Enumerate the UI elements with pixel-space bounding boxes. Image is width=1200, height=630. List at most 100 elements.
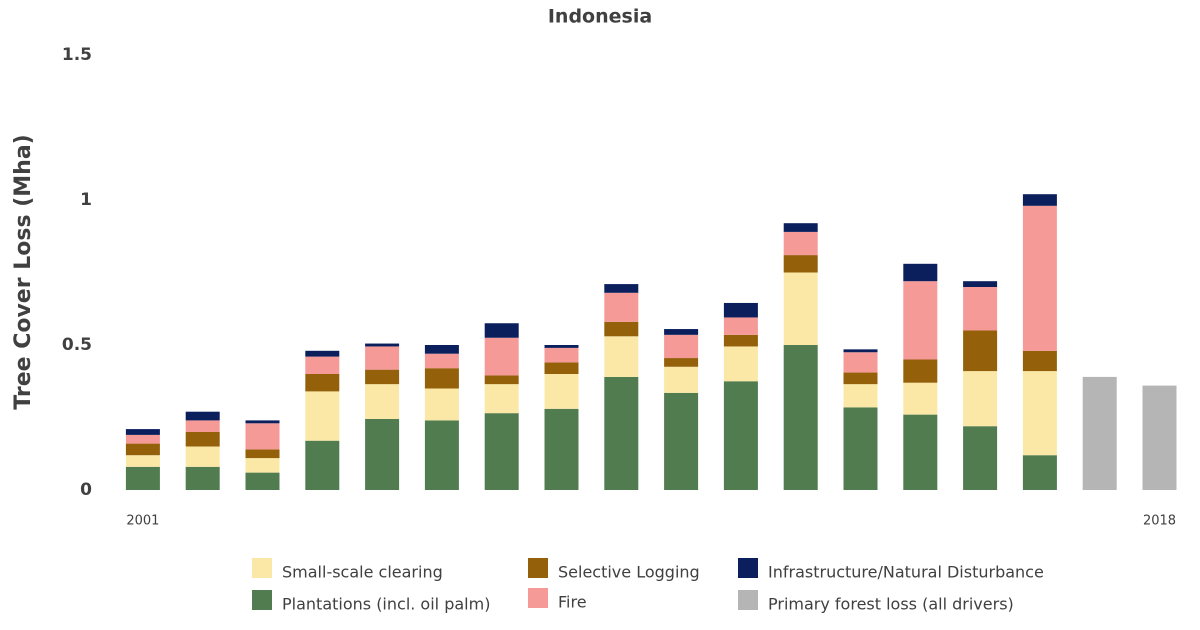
bar-segment <box>365 384 400 419</box>
bar-segment <box>125 466 160 490</box>
bar-segment <box>903 263 938 282</box>
bar-segment <box>365 343 400 347</box>
bar-segment <box>783 231 818 256</box>
bar-segment <box>305 350 340 357</box>
bar-segment <box>604 321 639 337</box>
bar-segment <box>1142 385 1177 490</box>
bar-segment <box>185 432 220 447</box>
bar-segment <box>484 323 519 338</box>
bar-segment <box>1022 455 1057 490</box>
legend-swatch <box>252 558 272 578</box>
legend-label: Infrastructure/Natural Disturbance <box>768 563 1044 582</box>
bar-segment <box>1022 205 1057 351</box>
legend-label: Small-scale clearing <box>282 563 443 582</box>
bar-segment <box>723 381 758 490</box>
bar-segment <box>783 223 818 232</box>
bar-segment <box>185 446 220 467</box>
bar-segment <box>783 345 818 490</box>
bar-segment <box>125 434 160 444</box>
bar-segment <box>424 420 459 490</box>
bar-segment <box>843 384 878 408</box>
bar-segment <box>664 334 699 359</box>
bar-segment <box>843 372 878 385</box>
bar-segment <box>305 356 340 374</box>
bar-segment <box>544 374 579 409</box>
y-tick-label: 0.5 <box>62 335 92 355</box>
bar-segment <box>1022 371 1057 456</box>
bar-segment <box>245 449 280 459</box>
bar-segment <box>544 347 579 363</box>
bar-segment <box>185 420 220 432</box>
bar-segment <box>1082 376 1117 490</box>
bar-segment <box>963 371 998 427</box>
bar-segment <box>484 413 519 490</box>
bar-segment <box>723 317 758 335</box>
bar-segment <box>125 455 160 467</box>
bar-segment <box>604 376 639 490</box>
bar-segment <box>783 255 818 273</box>
bar-segment <box>783 272 818 345</box>
bar-segment <box>424 388 459 421</box>
bar-segment <box>723 346 758 382</box>
bar-segment <box>365 418 400 490</box>
legend-swatch <box>252 590 272 610</box>
bar-segment <box>903 281 938 360</box>
legend-swatch <box>738 558 758 578</box>
bar-segment <box>305 440 340 490</box>
x-tick-label: 2018 <box>1143 514 1176 529</box>
bar-segment <box>903 382 938 415</box>
bar-segment <box>125 429 160 435</box>
bar-segment <box>245 420 280 424</box>
bar-segment <box>245 472 280 490</box>
bar-segment <box>1022 194 1057 206</box>
bar-segment <box>664 358 699 367</box>
bar-segment <box>245 423 280 450</box>
bar-segment <box>664 366 699 393</box>
bar-segment <box>843 407 878 490</box>
bar-segment <box>185 466 220 490</box>
bar-segment <box>245 458 280 473</box>
legend-swatch <box>738 590 758 610</box>
bar-segment <box>424 368 459 389</box>
bar-segment <box>723 334 758 347</box>
bar-segment <box>963 287 998 331</box>
bar-segment <box>544 408 579 490</box>
y-tick-label: 1.5 <box>62 45 92 65</box>
bar-segment <box>903 359 938 383</box>
bar-segment <box>484 384 519 414</box>
bar-segment <box>664 392 699 490</box>
bar-segment <box>903 414 938 490</box>
y-tick-label: 0 <box>80 480 92 500</box>
bar-segment <box>843 349 878 353</box>
bar-segment <box>305 374 340 392</box>
bar-segment <box>604 284 639 293</box>
bar-segment <box>604 292 639 322</box>
bar-segment <box>424 353 459 369</box>
bar-segment <box>723 302 758 318</box>
bar-segment <box>544 345 579 348</box>
legend-swatch <box>528 558 548 578</box>
bar-segment <box>963 281 998 287</box>
bar-segment <box>365 369 400 385</box>
bar-segment <box>963 426 998 490</box>
bar-segment <box>365 346 400 370</box>
bar-segment <box>125 443 160 456</box>
x-tick-label: 2001 <box>126 514 159 529</box>
bar-segment <box>604 336 639 377</box>
bar-segment <box>963 330 998 372</box>
legend-label: Fire <box>558 593 587 612</box>
bar-segment <box>424 345 459 354</box>
bar-segment <box>544 362 579 374</box>
bar-segment <box>843 352 878 373</box>
bar-segment <box>1022 350 1057 372</box>
bar-segment <box>664 329 699 335</box>
y-axis-label: Tree Cover Loss (Mha) <box>11 134 36 409</box>
legend-label: Plantations (incl. oil palm) <box>282 595 490 614</box>
bar-segment <box>484 375 519 385</box>
y-tick-label: 1 <box>80 190 92 210</box>
bar-segment <box>185 411 220 421</box>
legend-label: Primary forest loss (all drivers) <box>768 595 1014 614</box>
legend-swatch <box>528 588 548 608</box>
bar-segment <box>484 337 519 376</box>
chart-title: Indonesia <box>548 6 652 28</box>
